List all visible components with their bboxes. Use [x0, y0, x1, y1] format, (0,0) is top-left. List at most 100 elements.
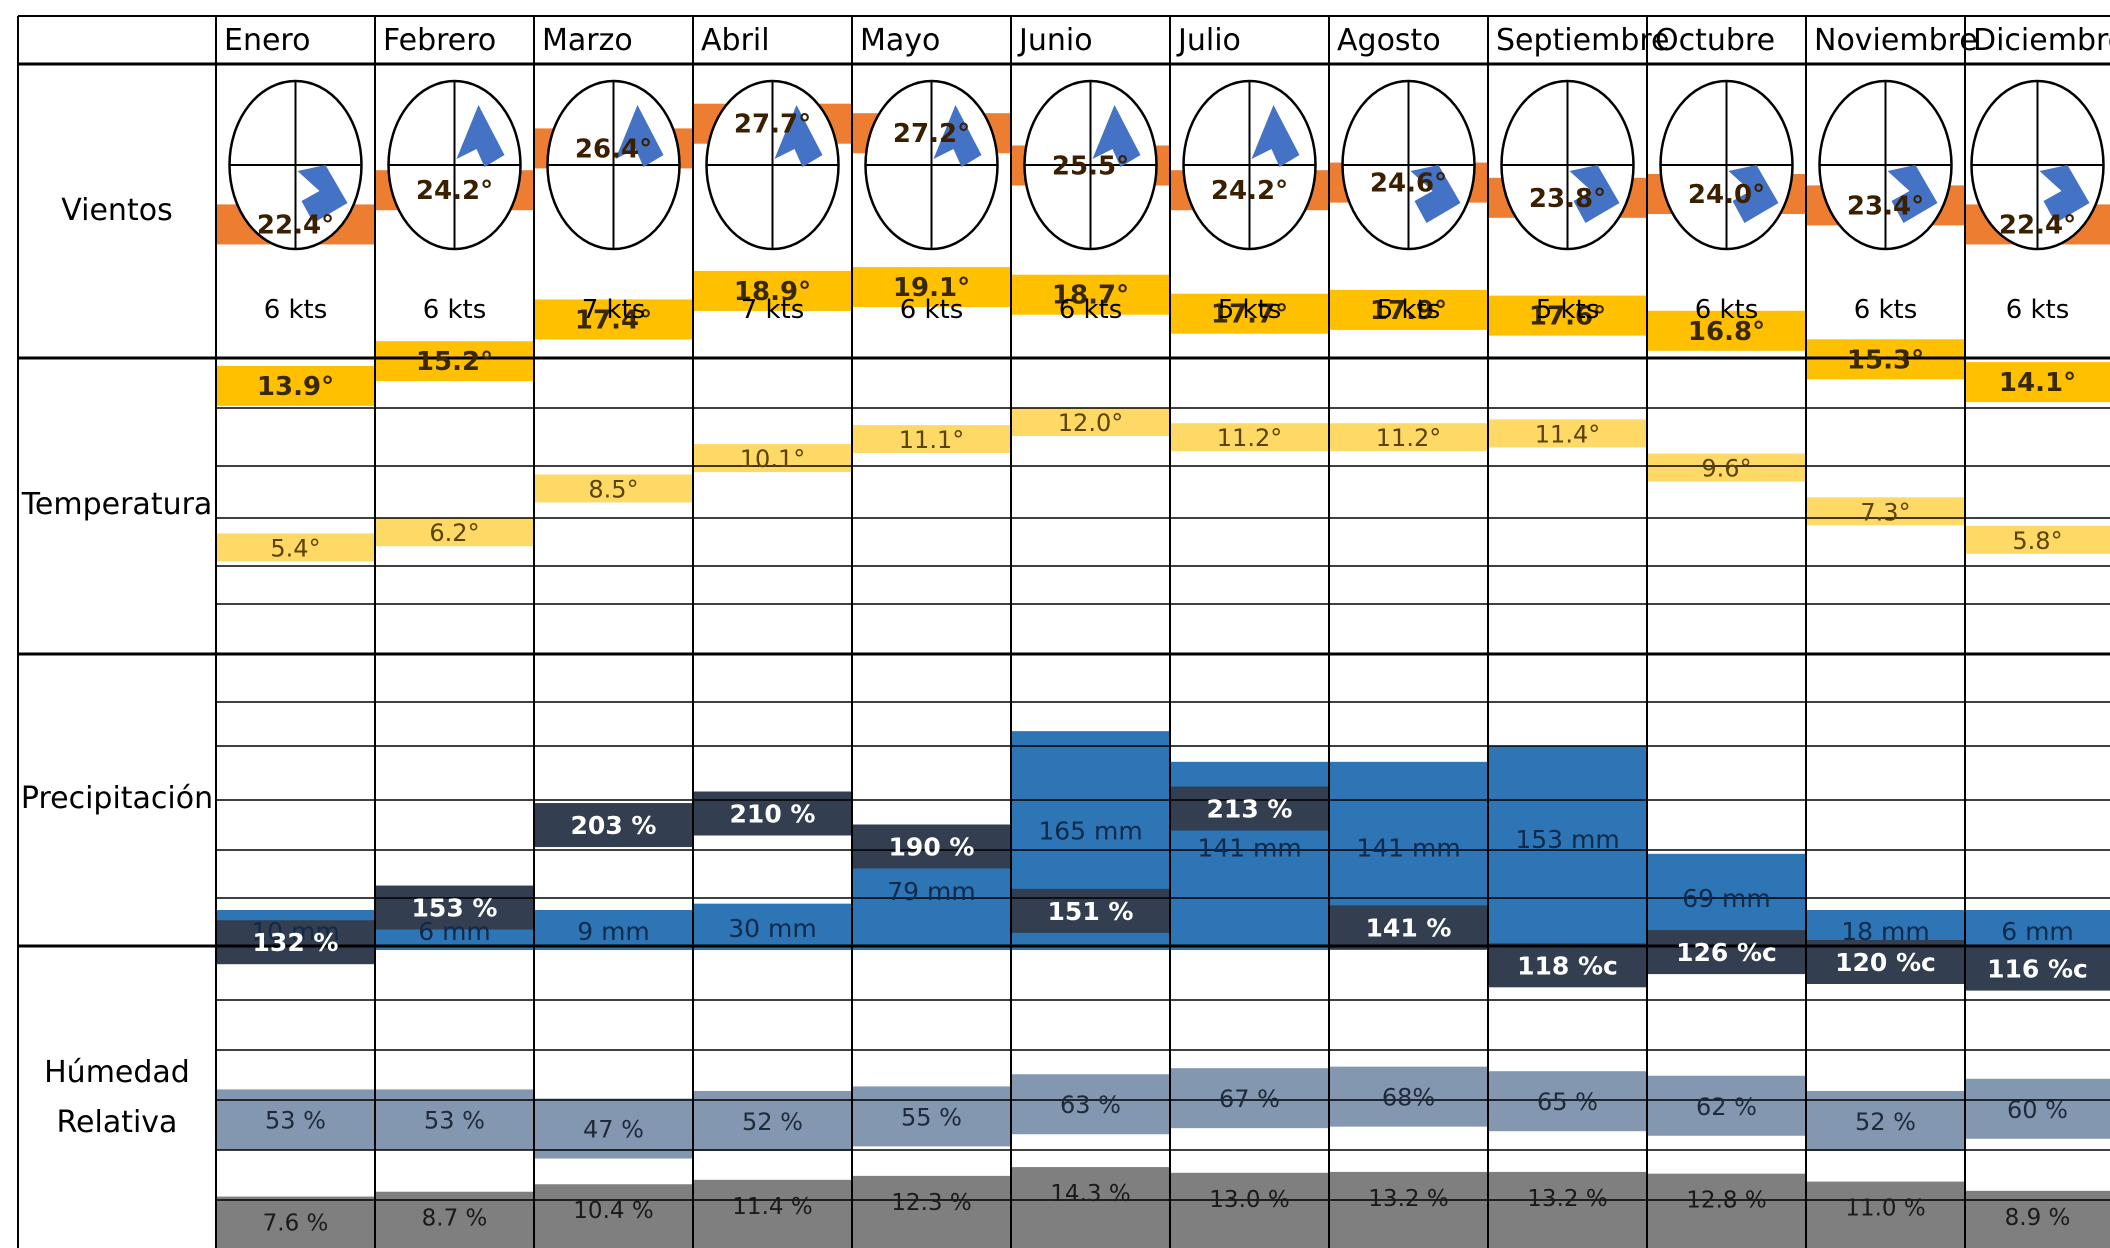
month-header: Agosto — [1337, 23, 1441, 58]
hum-min-label: 11.0 % — [1845, 1196, 1925, 1222]
precip-label: 30 mm — [728, 914, 816, 943]
temp-min-label: 5.8° — [2012, 527, 2062, 555]
wind-speed-label: 7 kts — [582, 295, 646, 325]
wind-direction-arrow — [1410, 165, 1461, 223]
precip-bar — [1965, 910, 2110, 950]
hum-mean-band — [693, 1090, 852, 1151]
hum-max-label: 141 % — [1366, 913, 1452, 942]
temp-min-label: 8.5° — [588, 476, 638, 504]
wind-direction-arrow — [933, 105, 982, 167]
wind-speed-label: 7 kts — [741, 295, 805, 325]
wind-speed-label: 5 kts — [1377, 295, 1441, 325]
temp-mean-label: 18.7° — [1052, 281, 1129, 311]
temp-mean-band — [1329, 289, 1488, 330]
hum-mean-label: 53 % — [265, 1106, 326, 1134]
wind-rose — [1500, 79, 1635, 251]
temp-min-label: 11.2° — [1217, 424, 1282, 452]
precip-label: 165 mm — [1038, 817, 1142, 846]
hum-min-label: 14.3 % — [1050, 1181, 1130, 1207]
hum-max-band — [1011, 888, 1170, 933]
precip-label: 141 mm — [1197, 834, 1301, 863]
temp-mean-band — [1011, 274, 1170, 315]
row-label-winds: Vientos — [61, 193, 172, 228]
hum-mean-label: 67 % — [1219, 1085, 1280, 1113]
temp-mean-label: 17.9° — [1370, 296, 1447, 326]
hum-min-band — [216, 1196, 375, 1248]
hum-min-band — [375, 1191, 534, 1248]
month-header: Octubre — [1655, 23, 1775, 58]
temp-min-band — [1329, 423, 1488, 452]
hum-max-band — [1647, 930, 1806, 975]
temp-min-band — [1647, 453, 1806, 482]
temp-mean-band — [1965, 362, 2110, 403]
wind-roses — [228, 79, 2105, 251]
wind-speed-label: 6 kts — [900, 295, 964, 325]
hum-mean-band — [1965, 1078, 2110, 1139]
hum-max-band — [534, 803, 693, 848]
temp-min-band — [216, 533, 375, 562]
temp-mean-label: 16.8° — [1688, 317, 1765, 347]
temp-min-band — [1488, 419, 1647, 448]
hum-min-label: 8.9 % — [2005, 1205, 2071, 1231]
temp-min-label: 11.4° — [1535, 420, 1600, 448]
wind-rose — [387, 79, 522, 251]
hum-mean-band — [1647, 1075, 1806, 1136]
hum-min-label: 10.4 % — [573, 1198, 653, 1224]
precip-label: 6 mm — [418, 917, 491, 946]
hum-max-label: 126 %c — [1676, 938, 1777, 967]
month-header: Julio — [1176, 23, 1241, 58]
hum-mean-label: 53 % — [424, 1106, 485, 1134]
temp-min-band — [1806, 497, 1965, 526]
month-header: Abril — [701, 23, 770, 58]
temp-max-label: 22.4° — [257, 210, 334, 240]
wind-direction-arrow — [1728, 165, 1779, 223]
temp-max-label: 24.2° — [1211, 176, 1288, 206]
hum-mean-band — [852, 1086, 1011, 1147]
precip-label: 18 mm — [1841, 917, 1929, 946]
month-header: Enero — [224, 23, 310, 58]
precip-label: 69 mm — [1682, 884, 1770, 913]
hum-min-label: 13.0 % — [1209, 1187, 1289, 1213]
temp-min-label: 11.2° — [1376, 424, 1441, 452]
wind-direction-arrow — [2039, 165, 2090, 223]
hum-max-label: 116 %c — [1987, 955, 2088, 984]
temp-max-label: 25.5° — [1052, 152, 1129, 182]
hum-mean-label: 63 % — [1060, 1091, 1121, 1119]
hum-min-label: 13.2 % — [1527, 1186, 1607, 1212]
temp-mean-label: 14.1° — [1999, 368, 2076, 398]
hum-mean-band — [1329, 1066, 1488, 1127]
hum-min-band — [693, 1179, 852, 1248]
hum-min-band — [1488, 1171, 1647, 1248]
hum-mean-band — [1488, 1071, 1647, 1132]
month-header: Diciembre — [1973, 23, 2110, 58]
wind-speed-label: 6 kts — [264, 295, 328, 325]
temp-mean-label: 17.7° — [1211, 300, 1288, 330]
hum-max-label: 118 %c — [1517, 951, 1618, 980]
wind-direction-arrow — [774, 105, 823, 167]
hum-min-label: 7.6 % — [263, 1211, 329, 1237]
wind-rose — [705, 79, 840, 251]
month-header: Noviembre — [1814, 23, 1978, 58]
hum-max-band — [216, 920, 375, 965]
hum-mean-label: 65 % — [1537, 1088, 1598, 1116]
temp-mean-band — [1488, 295, 1647, 336]
hum-max-label: 120 %c — [1835, 948, 1936, 977]
wind-direction-arrow — [1251, 105, 1300, 167]
temp-min-label: 11.1° — [899, 426, 964, 454]
row-label-precipitation: Precipitación — [21, 781, 213, 816]
temp-max-label: 23.8° — [1529, 184, 1606, 214]
wind-speed-label: 6 kts — [1854, 295, 1918, 325]
temp-mean-band — [693, 270, 852, 311]
wind-speed-label: 5 kts — [1218, 295, 1282, 325]
month-header: Febrero — [383, 23, 496, 58]
hum-max-band — [1329, 905, 1488, 950]
precip-label: 9 mm — [577, 917, 650, 946]
precip-bar — [1488, 746, 1647, 950]
temp-min-label: 10.1° — [740, 445, 805, 473]
precip-label: 153 mm — [1515, 825, 1619, 854]
hum-mean-label: 52 % — [1855, 1108, 1916, 1136]
hum-max-label: 190 % — [889, 833, 975, 862]
wind-rose — [1659, 79, 1794, 251]
hum-max-label: 132 % — [253, 928, 339, 957]
wind-rose — [1341, 79, 1476, 251]
